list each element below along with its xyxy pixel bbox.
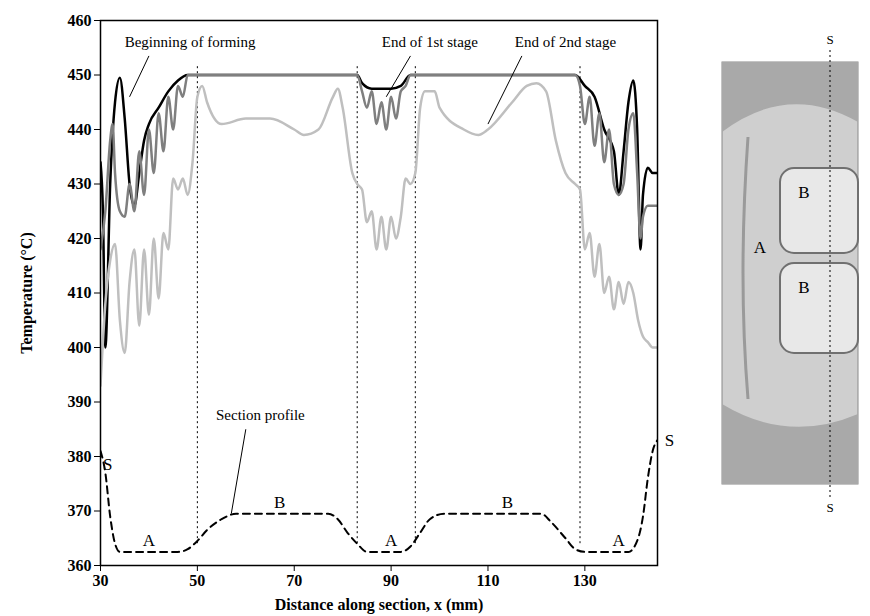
- svg-text:B: B: [274, 493, 285, 512]
- svg-text:S: S: [665, 431, 674, 450]
- svg-text:Beginning of forming: Beginning of forming: [125, 34, 256, 50]
- svg-text:430: 430: [68, 175, 92, 192]
- svg-text:390: 390: [68, 393, 92, 410]
- svg-text:130: 130: [573, 572, 597, 589]
- svg-text:400: 400: [68, 339, 92, 356]
- svg-text:S: S: [826, 500, 833, 515]
- svg-text:A: A: [754, 238, 767, 257]
- svg-text:50: 50: [189, 572, 205, 589]
- svg-text:End of 1st stage: End of 1st stage: [382, 34, 479, 50]
- svg-text:Distance along section, x (mm): Distance along section, x (mm): [275, 596, 483, 614]
- svg-text:S: S: [826, 32, 833, 47]
- svg-text:Temperature (°C): Temperature (°C): [18, 232, 36, 353]
- svg-text:End of 2nd stage: End of 2nd stage: [515, 34, 617, 50]
- svg-text:A: A: [613, 531, 626, 550]
- svg-text:380: 380: [68, 448, 92, 465]
- svg-text:A: A: [143, 531, 156, 550]
- svg-text:440: 440: [68, 121, 92, 138]
- svg-text:S: S: [103, 455, 112, 474]
- svg-text:360: 360: [68, 557, 92, 574]
- svg-text:90: 90: [383, 572, 399, 589]
- svg-text:B: B: [798, 278, 809, 297]
- svg-text:A: A: [385, 531, 398, 550]
- svg-text:460: 460: [68, 12, 92, 29]
- svg-text:420: 420: [68, 230, 92, 247]
- svg-text:370: 370: [68, 502, 92, 519]
- svg-text:B: B: [502, 493, 513, 512]
- svg-text:410: 410: [68, 284, 92, 301]
- svg-text:70: 70: [286, 572, 302, 589]
- svg-text:Section profile: Section profile: [216, 407, 305, 423]
- svg-text:110: 110: [476, 572, 499, 589]
- svg-text:30: 30: [93, 572, 109, 589]
- svg-text:450: 450: [68, 66, 92, 83]
- svg-text:B: B: [798, 183, 809, 202]
